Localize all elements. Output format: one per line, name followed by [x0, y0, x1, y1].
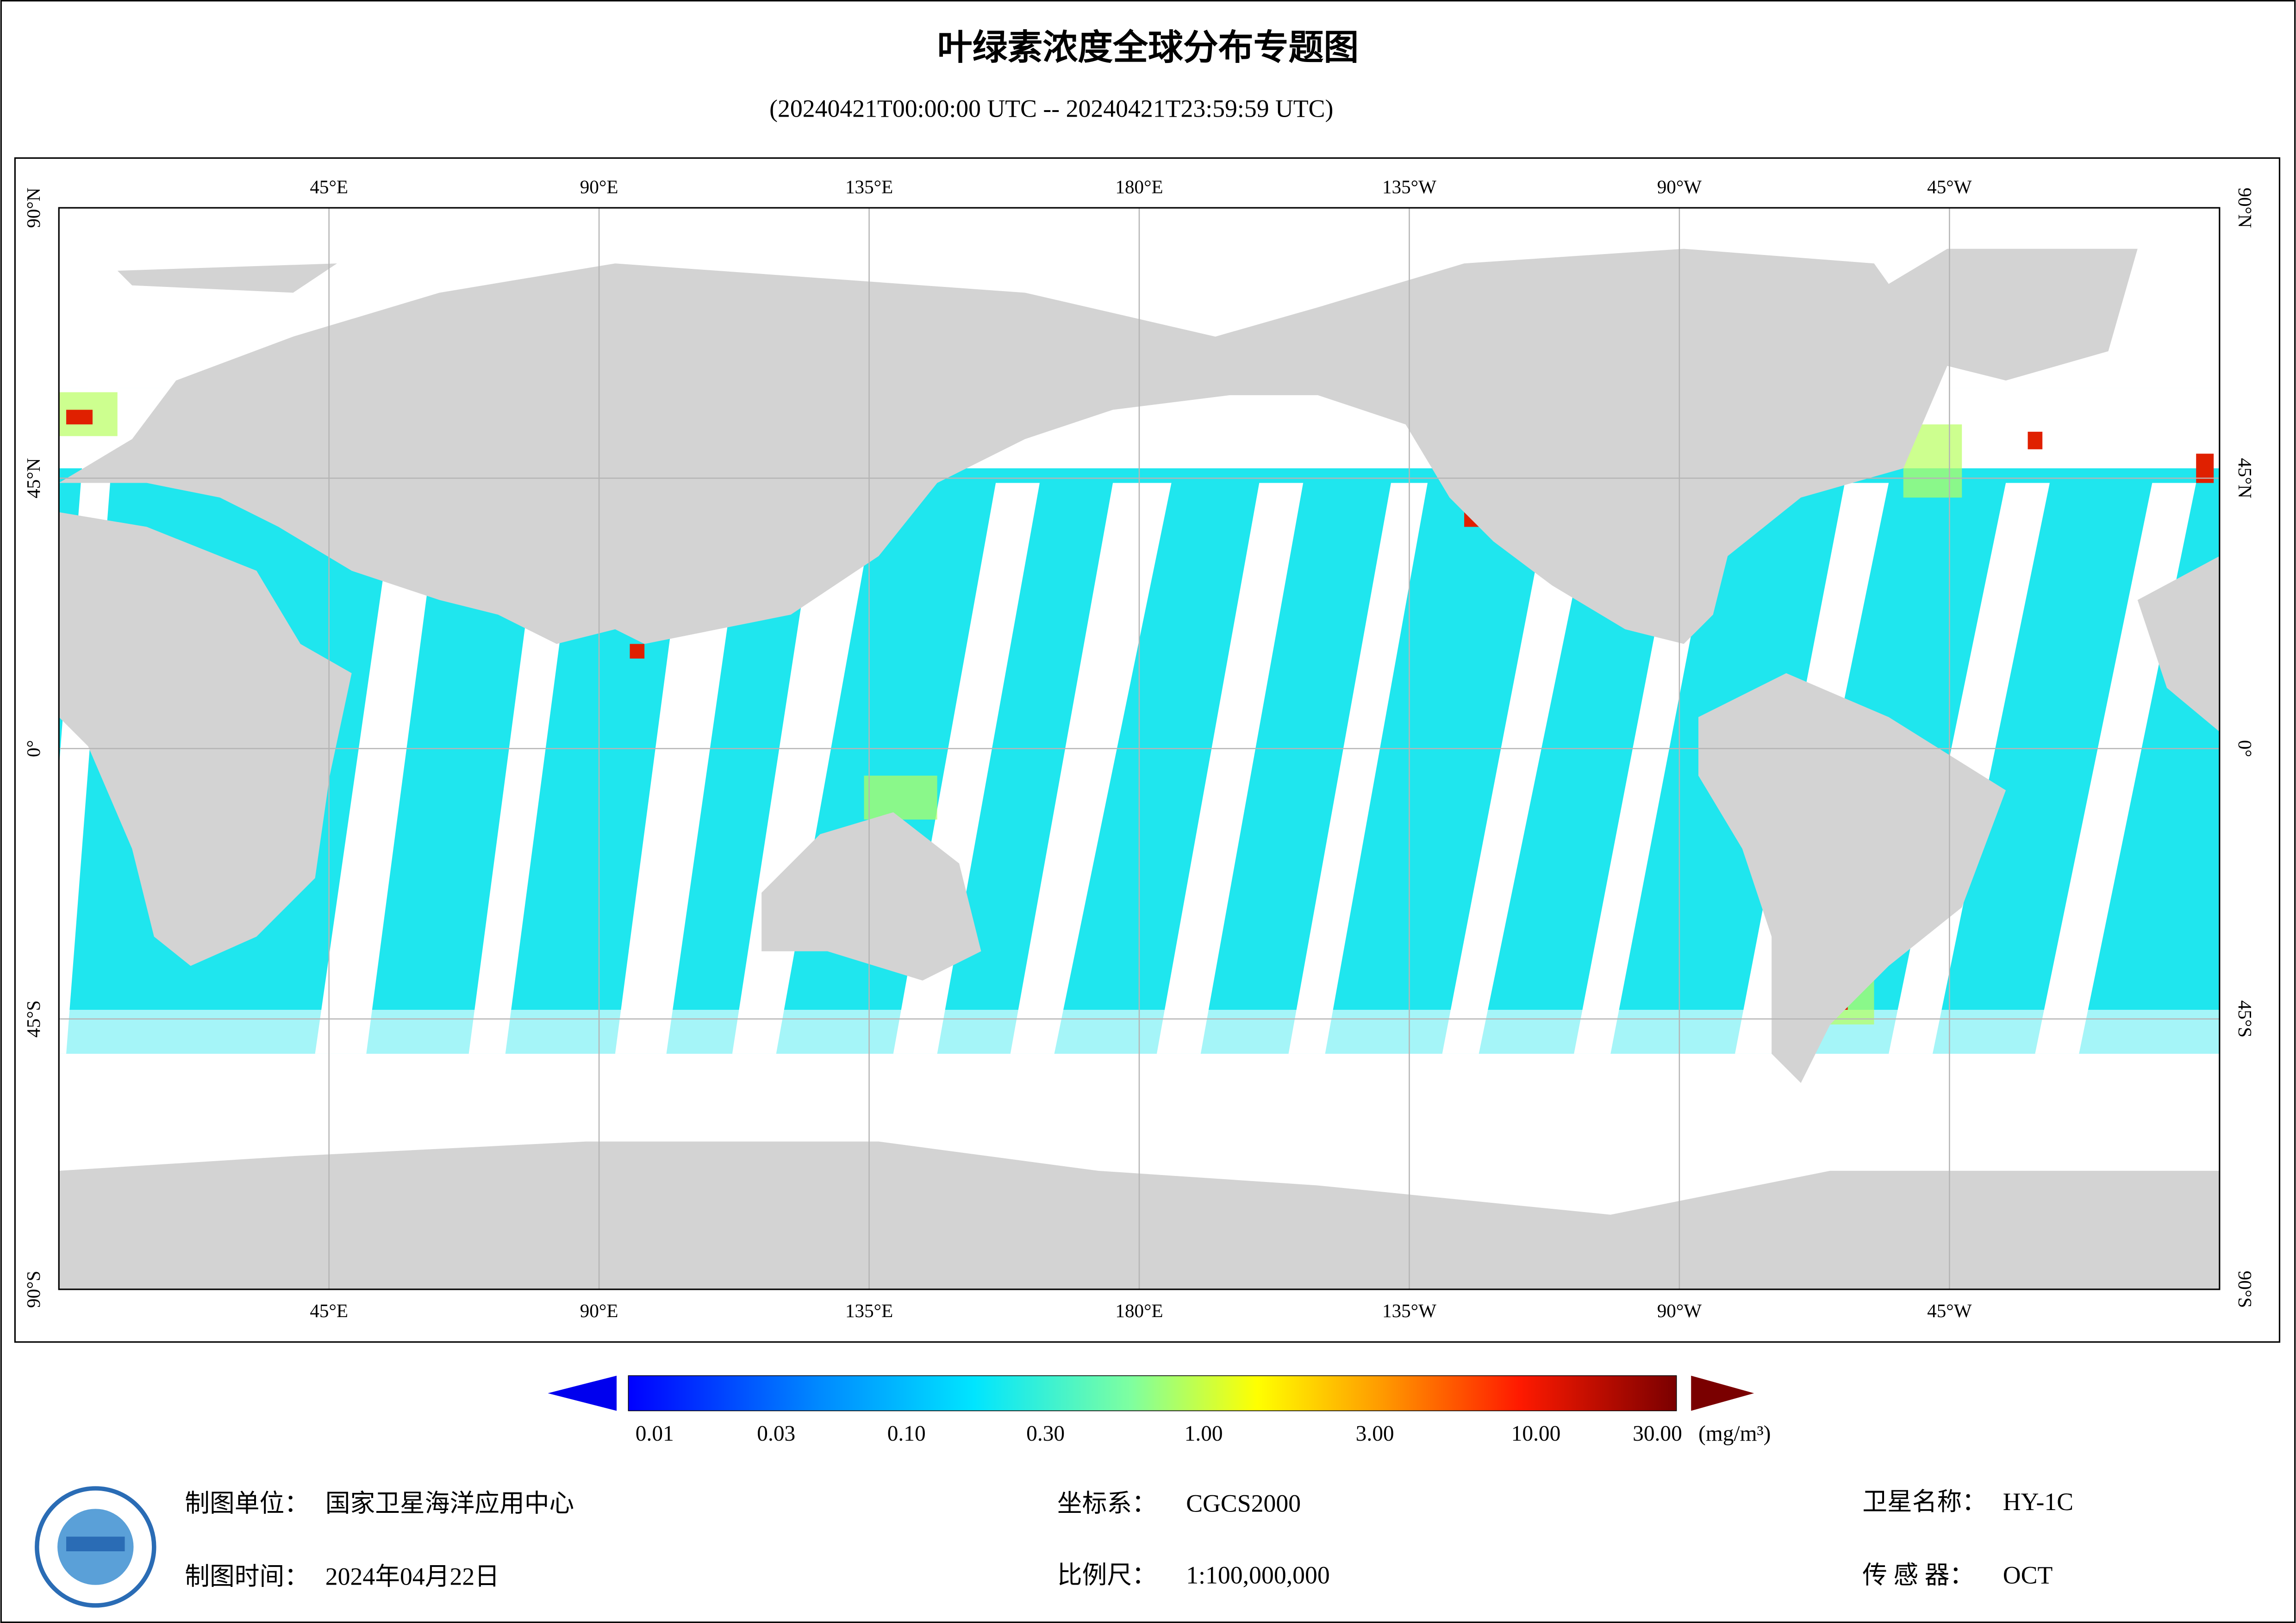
lat-label-right: 90°S [2234, 1271, 2256, 1308]
lon-label-bottom: 90°W [1657, 1300, 1702, 1321]
lon-label-bottom: 135°W [1382, 1300, 1436, 1321]
lon-label-top: 135°E [845, 176, 893, 197]
map [59, 208, 2220, 1289]
lon-label-bottom: 45°E [310, 1300, 348, 1321]
colorbar [628, 1375, 1677, 1412]
lat-label-right: 90°N [2234, 187, 2256, 228]
graticule [59, 208, 2220, 1289]
scale: 1:100,000,000 [1186, 1561, 1330, 1589]
colorbar-label: 3.00 [1356, 1422, 1394, 1446]
lon-label-bottom: 90°E [580, 1300, 618, 1321]
subtitle: (20240421T00:00:00 UTC -- 20240421T23:59… [769, 95, 1333, 123]
sensor: OCT [2003, 1561, 2053, 1589]
lon-label-top: 90°E [580, 176, 618, 197]
scale-label: 比例尺： [1057, 1561, 1157, 1589]
lon-label-top: 135°W [1382, 176, 1436, 197]
sensor-label: 传 感 器： [1862, 1561, 1974, 1589]
date-label: 制图时间： [185, 1562, 309, 1590]
lat-label-left: 90°N [23, 187, 44, 228]
date: 2024年04月22日 [325, 1562, 499, 1590]
lat-label-right: 45°S [2234, 1001, 2256, 1038]
colorbar-label: 0.03 [757, 1422, 795, 1446]
graticule-labels: 45°E 45°E 90°E 90°E 135°E 135°E 180°E 180°E 135°… [23, 176, 2256, 1321]
colorbar-label: 0.10 [887, 1422, 926, 1446]
satellite-label: 卫星名称： [1862, 1488, 1987, 1516]
lat-label-left: 90°S [23, 1271, 44, 1308]
lat-label-left: 45°N [23, 458, 44, 498]
colorbar-label: 1.00 [1185, 1422, 1223, 1446]
lon-label-top: 90°W [1657, 176, 1702, 197]
lon-label-top: 45°E [310, 176, 348, 197]
lon-label-bottom: 180°E [1115, 1300, 1163, 1321]
lon-label-top: 45°W [1927, 176, 1972, 197]
map-neatline [58, 207, 2221, 1290]
title: 叶绿素浓度全球分布专题图 [937, 27, 1359, 68]
colorbar-under [548, 1375, 617, 1411]
colorbar-labels: 0.01 0.03 0.10 0.30 1.00 3.00 10.00 30.00 [636, 1422, 1682, 1446]
unit-label: 制图单位： [185, 1489, 309, 1517]
crs-label: 坐标系： [1057, 1489, 1157, 1517]
colorbar-unit: (mg/m³) [1698, 1422, 1771, 1446]
lat-label-left: 45°S [23, 1001, 44, 1038]
lat-label-left: 0° [23, 740, 44, 757]
lat-label-right: 0° [2234, 740, 2256, 757]
logo [35, 1486, 156, 1608]
crs: CGCS2000 [1186, 1489, 1301, 1517]
lon-label-top: 180°E [1115, 176, 1163, 197]
lon-label-bottom: 45°W [1927, 1300, 1972, 1321]
lat-label-right: 45°N [2234, 458, 2256, 498]
satellite: HY-1C [2003, 1488, 2073, 1516]
colorbar-label: 0.30 [1026, 1422, 1065, 1446]
lon-label-bottom: 135°E [845, 1300, 893, 1321]
unit: 国家卫星海洋应用中心 [325, 1489, 574, 1517]
colorbar-over [1691, 1375, 1754, 1411]
colorbar-label: 30.00 [1633, 1422, 1682, 1446]
colorbar-label: 0.01 [636, 1422, 674, 1446]
colorbar-label: 10.00 [1511, 1422, 1561, 1446]
